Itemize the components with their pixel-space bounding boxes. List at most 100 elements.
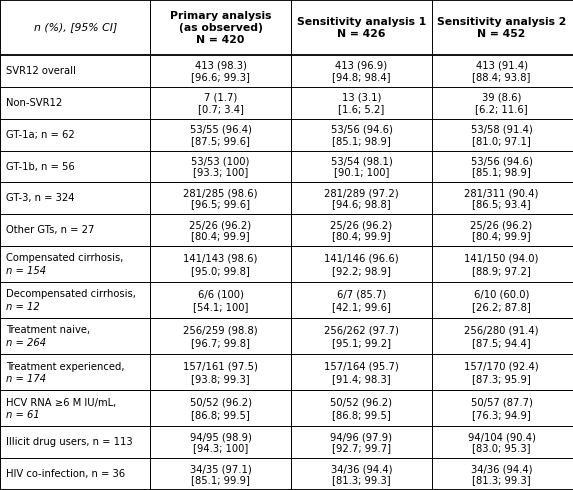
Text: [76.3; 94.9]: [76.3; 94.9] bbox=[472, 410, 531, 420]
Text: [87.5; 94.4]: [87.5; 94.4] bbox=[472, 338, 531, 348]
Text: 34/36 (94.4): 34/36 (94.4) bbox=[331, 464, 393, 474]
Text: HCV RNA ≥6 M IU/mL,: HCV RNA ≥6 M IU/mL, bbox=[6, 397, 116, 408]
Text: [87.3; 95.9]: [87.3; 95.9] bbox=[472, 374, 531, 384]
Text: Decompensated cirrhosis,: Decompensated cirrhosis, bbox=[6, 290, 136, 299]
Text: [85.1; 98.9]: [85.1; 98.9] bbox=[472, 168, 531, 177]
Text: [86.8; 99.5]: [86.8; 99.5] bbox=[332, 410, 391, 420]
Text: Sensitivity analysis 1
N = 426: Sensitivity analysis 1 N = 426 bbox=[297, 17, 426, 39]
Text: [54.1; 100]: [54.1; 100] bbox=[193, 302, 248, 312]
Text: SVR12 overall: SVR12 overall bbox=[6, 66, 76, 76]
Text: [42.1; 99.6]: [42.1; 99.6] bbox=[332, 302, 391, 312]
Text: 281/289 (97.2): 281/289 (97.2) bbox=[324, 188, 399, 198]
Text: 256/259 (98.8): 256/259 (98.8) bbox=[183, 325, 258, 336]
Text: [0.7; 3.4]: [0.7; 3.4] bbox=[198, 104, 244, 114]
Text: [81.3; 99.3]: [81.3; 99.3] bbox=[472, 475, 531, 485]
Text: [88.9; 97.2]: [88.9; 97.2] bbox=[472, 266, 531, 276]
Text: 25/26 (96.2): 25/26 (96.2) bbox=[331, 220, 393, 230]
Text: [80.4; 99.9]: [80.4; 99.9] bbox=[332, 231, 391, 241]
Text: 34/35 (97.1): 34/35 (97.1) bbox=[190, 464, 252, 474]
Text: 34/36 (94.4): 34/36 (94.4) bbox=[471, 464, 532, 474]
Text: n = 12: n = 12 bbox=[6, 302, 40, 312]
Text: [93.8; 99.3]: [93.8; 99.3] bbox=[191, 374, 250, 384]
Text: Compensated cirrhosis,: Compensated cirrhosis, bbox=[6, 253, 123, 263]
Text: Non-SVR12: Non-SVR12 bbox=[6, 98, 62, 108]
Text: 53/54 (98.1): 53/54 (98.1) bbox=[331, 156, 393, 167]
Text: [94.3; 100]: [94.3; 100] bbox=[193, 443, 248, 453]
Text: 141/150 (94.0): 141/150 (94.0) bbox=[464, 253, 539, 263]
Text: Other GTs, n = 27: Other GTs, n = 27 bbox=[6, 225, 95, 235]
Text: n = 174: n = 174 bbox=[6, 374, 46, 384]
Text: [80.4; 99.9]: [80.4; 99.9] bbox=[191, 231, 250, 241]
Text: 6/7 (85.7): 6/7 (85.7) bbox=[337, 290, 386, 299]
Text: 50/57 (87.7): 50/57 (87.7) bbox=[470, 397, 532, 408]
Text: [86.5; 93.4]: [86.5; 93.4] bbox=[472, 199, 531, 209]
Text: Sensitivity analysis 2
N = 452: Sensitivity analysis 2 N = 452 bbox=[437, 17, 566, 39]
Text: [91.4; 98.3]: [91.4; 98.3] bbox=[332, 374, 391, 384]
Text: Illicit drug users, n = 113: Illicit drug users, n = 113 bbox=[6, 437, 132, 447]
Text: 39 (8.6): 39 (8.6) bbox=[482, 93, 521, 103]
Text: [6.2; 11.6]: [6.2; 11.6] bbox=[475, 104, 528, 114]
Text: [1.6; 5.2]: [1.6; 5.2] bbox=[339, 104, 384, 114]
Text: 256/262 (97.7): 256/262 (97.7) bbox=[324, 325, 399, 336]
Text: Treatment naive,: Treatment naive, bbox=[6, 325, 90, 336]
Text: [87.5; 99.6]: [87.5; 99.6] bbox=[191, 136, 250, 146]
Text: [95.0; 99.8]: [95.0; 99.8] bbox=[191, 266, 250, 276]
Text: [93.3; 100]: [93.3; 100] bbox=[193, 168, 248, 177]
Text: 141/146 (96.6): 141/146 (96.6) bbox=[324, 253, 399, 263]
Text: 413 (91.4): 413 (91.4) bbox=[476, 61, 528, 71]
Text: 281/285 (98.6): 281/285 (98.6) bbox=[183, 188, 258, 198]
Text: [96.5; 99.6]: [96.5; 99.6] bbox=[191, 199, 250, 209]
Text: GT-1a; n = 62: GT-1a; n = 62 bbox=[6, 130, 74, 140]
Text: n = 61: n = 61 bbox=[6, 410, 40, 420]
Text: 157/170 (92.4): 157/170 (92.4) bbox=[464, 362, 539, 371]
Text: [92.2; 98.9]: [92.2; 98.9] bbox=[332, 266, 391, 276]
Text: 6/10 (60.0): 6/10 (60.0) bbox=[474, 290, 529, 299]
Text: [86.8; 99.5]: [86.8; 99.5] bbox=[191, 410, 250, 420]
Text: 25/26 (96.2): 25/26 (96.2) bbox=[470, 220, 532, 230]
Text: 256/280 (91.4): 256/280 (91.4) bbox=[464, 325, 539, 336]
Text: [81.3; 99.3]: [81.3; 99.3] bbox=[332, 475, 391, 485]
Text: [88.4; 93.8]: [88.4; 93.8] bbox=[472, 72, 531, 82]
Text: 50/52 (96.2): 50/52 (96.2) bbox=[331, 397, 393, 408]
Text: [80.4; 99.9]: [80.4; 99.9] bbox=[472, 231, 531, 241]
Text: GT-3, n = 324: GT-3, n = 324 bbox=[6, 194, 74, 203]
Text: 53/56 (94.6): 53/56 (94.6) bbox=[470, 156, 532, 167]
Text: 413 (96.9): 413 (96.9) bbox=[335, 61, 387, 71]
Text: n = 264: n = 264 bbox=[6, 338, 46, 348]
Text: [85.1; 99.9]: [85.1; 99.9] bbox=[191, 475, 250, 485]
Text: [94.8; 98.4]: [94.8; 98.4] bbox=[332, 72, 391, 82]
Text: GT-1b, n = 56: GT-1b, n = 56 bbox=[6, 162, 74, 172]
Text: [26.2; 87.8]: [26.2; 87.8] bbox=[472, 302, 531, 312]
Text: Treatment experienced,: Treatment experienced, bbox=[6, 362, 124, 371]
Text: 25/26 (96.2): 25/26 (96.2) bbox=[190, 220, 252, 230]
Text: 413 (98.3): 413 (98.3) bbox=[195, 61, 246, 71]
Text: 157/164 (95.7): 157/164 (95.7) bbox=[324, 362, 399, 371]
Text: [92.7; 99.7]: [92.7; 99.7] bbox=[332, 443, 391, 453]
Text: [96.6; 99.3]: [96.6; 99.3] bbox=[191, 72, 250, 82]
Text: HIV co-infection, n = 36: HIV co-infection, n = 36 bbox=[6, 469, 125, 479]
Text: [90.1; 100]: [90.1; 100] bbox=[334, 168, 389, 177]
Text: [81.0; 97.1]: [81.0; 97.1] bbox=[472, 136, 531, 146]
Text: 50/52 (96.2): 50/52 (96.2) bbox=[190, 397, 252, 408]
Text: [95.1; 99.2]: [95.1; 99.2] bbox=[332, 338, 391, 348]
Text: 141/143 (98.6): 141/143 (98.6) bbox=[183, 253, 258, 263]
Text: 6/6 (100): 6/6 (100) bbox=[198, 290, 244, 299]
Text: [94.6; 98.8]: [94.6; 98.8] bbox=[332, 199, 391, 209]
Text: [96.7; 99.8]: [96.7; 99.8] bbox=[191, 338, 250, 348]
Text: 53/53 (100): 53/53 (100) bbox=[191, 156, 250, 167]
Text: 281/311 (90.4): 281/311 (90.4) bbox=[464, 188, 539, 198]
Text: n (%), [95% CI]: n (%), [95% CI] bbox=[34, 23, 117, 32]
Text: 13 (3.1): 13 (3.1) bbox=[342, 93, 381, 103]
Text: 157/161 (97.5): 157/161 (97.5) bbox=[183, 362, 258, 371]
Text: 53/55 (96.4): 53/55 (96.4) bbox=[190, 124, 252, 135]
Text: [83.0; 95.3]: [83.0; 95.3] bbox=[472, 443, 531, 453]
Text: Primary analysis
(as observed)
N = 420: Primary analysis (as observed) N = 420 bbox=[170, 11, 271, 45]
Text: [85.1; 98.9]: [85.1; 98.9] bbox=[332, 136, 391, 146]
Text: 94/95 (98.9): 94/95 (98.9) bbox=[190, 432, 252, 442]
Text: 53/56 (94.6): 53/56 (94.6) bbox=[331, 124, 393, 135]
Text: 53/58 (91.4): 53/58 (91.4) bbox=[470, 124, 532, 135]
Text: 7 (1.7): 7 (1.7) bbox=[204, 93, 237, 103]
Text: 94/96 (97.9): 94/96 (97.9) bbox=[331, 432, 393, 442]
Text: 94/104 (90.4): 94/104 (90.4) bbox=[468, 432, 535, 442]
Text: n = 154: n = 154 bbox=[6, 266, 46, 276]
